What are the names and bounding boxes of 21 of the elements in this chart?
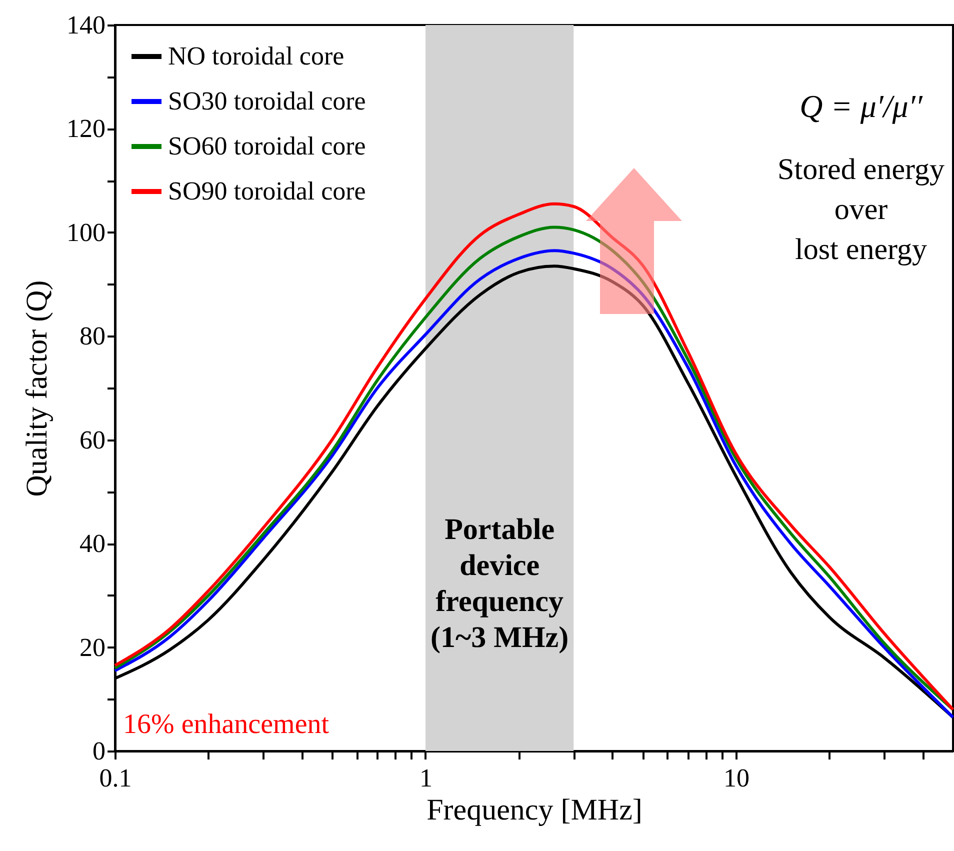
x-axis-title: Frequency [MHz] xyxy=(426,794,642,826)
annotation: 16% enhancement xyxy=(123,709,330,740)
y-axis-title: Quality factor (Q) xyxy=(20,280,54,497)
y-tick-label: 80 xyxy=(80,322,106,351)
y-tick-label: 120 xyxy=(66,114,106,144)
y-tick-label: 40 xyxy=(80,529,106,558)
legend-label: SO30 toroidal core xyxy=(168,86,366,116)
legend-label: SO60 toroidal core xyxy=(168,132,366,160)
x-tick-label: 10 xyxy=(723,764,750,792)
legend-label: SO90 toroidal core xyxy=(168,176,366,206)
x-tick-label: 0.1 xyxy=(99,764,132,792)
annotation: Stored energy over lost energy xyxy=(778,153,944,266)
y-tick-label: 140 xyxy=(66,10,106,40)
legend-label: NO toroidal core xyxy=(168,42,344,70)
annotation: Q = μ′/μ′′ xyxy=(800,88,924,124)
x-tick-label: 1 xyxy=(419,764,432,792)
y-tick-label: 20 xyxy=(80,632,106,662)
y-tick-label: 100 xyxy=(66,218,106,247)
band-label: Portable device frequency (1~3 MHz) xyxy=(430,513,569,654)
y-tick-label: 0 xyxy=(92,736,106,766)
y-tick-label: 60 xyxy=(80,425,106,454)
